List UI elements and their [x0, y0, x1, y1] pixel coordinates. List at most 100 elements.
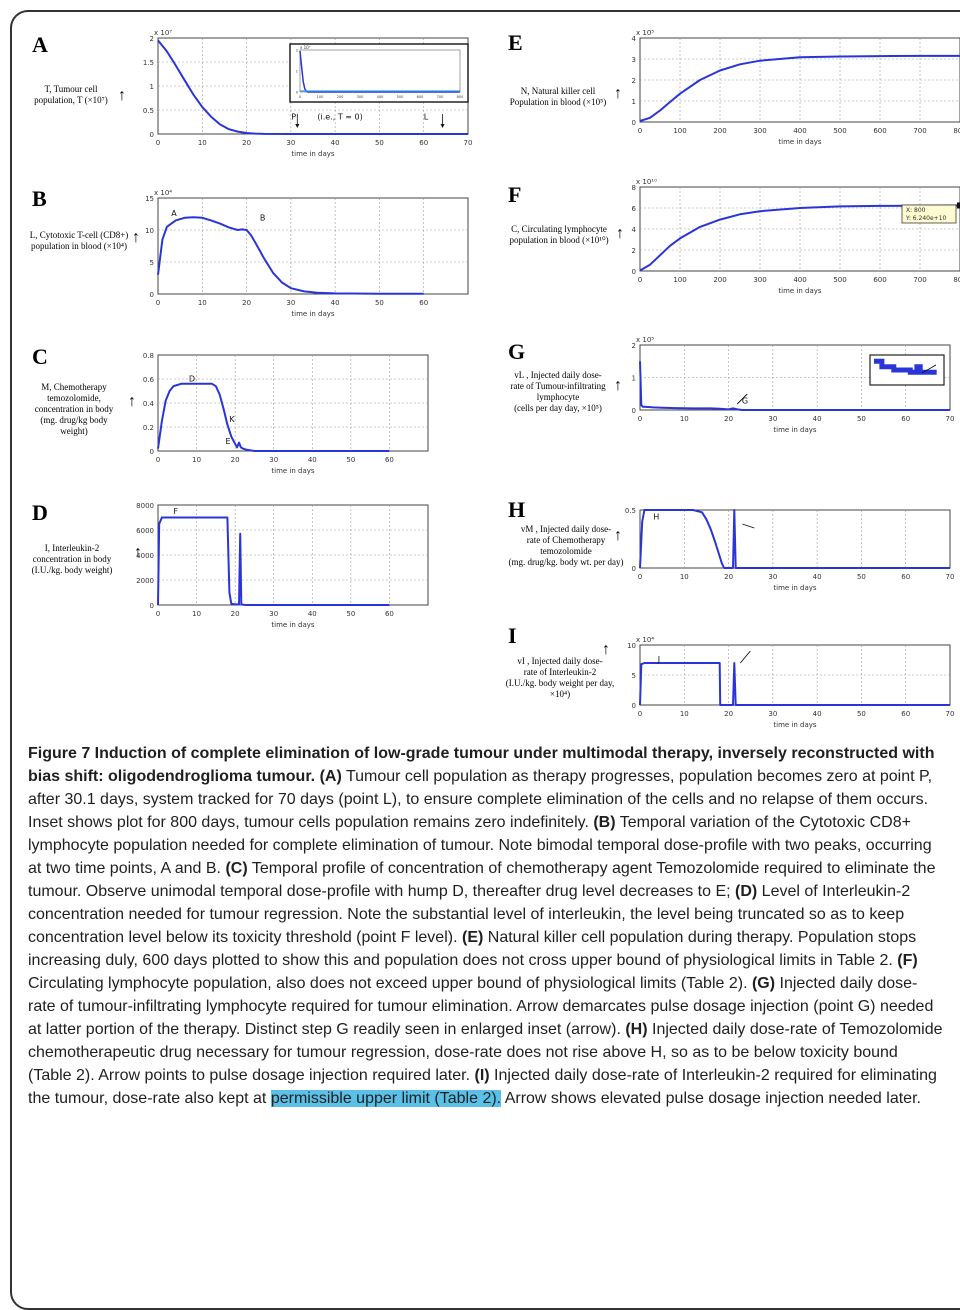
caption-panel-ref: (I) — [474, 1067, 490, 1084]
plot-frame — [639, 509, 951, 569]
annotation-label: A — [171, 209, 177, 218]
series-line — [639, 204, 960, 272]
inset-x-tick: 400 — [377, 95, 384, 99]
caption-body: (A) Tumour cell population as therapy pr… — [28, 768, 943, 1107]
pulse-arrow — [742, 523, 755, 529]
y-tick-label: 2 — [632, 247, 636, 255]
x-tick-label: 60 — [901, 415, 910, 423]
x-tick-label: 40 — [308, 456, 317, 464]
y-tick-label: 0 — [150, 602, 154, 610]
x-tick-label: 0 — [638, 573, 642, 581]
y-tick-label: 2000 — [136, 577, 154, 585]
caption-highlight: permissible upper limit (Table 2). — [270, 1090, 502, 1107]
datatip-text: Y: 6.240e+10 — [905, 215, 947, 222]
x-tick-label: 40 — [331, 299, 340, 307]
caption-text: Level of Interleukin-2 concentration nee… — [28, 883, 911, 946]
inset-arrow — [921, 364, 937, 374]
x-tick-label: 300 — [753, 276, 766, 284]
x-tick-label: 20 — [231, 610, 240, 618]
x-tick-label: 40 — [813, 573, 822, 581]
y-tick-label: 1 — [632, 98, 636, 106]
inset-x-tick: 700 — [437, 95, 444, 99]
inset-exponent: x 10⁷ — [300, 45, 311, 50]
x-tick-label: 200 — [713, 276, 726, 284]
x-tick-label: 30 — [269, 456, 278, 464]
x-tick-label: 70 — [464, 139, 473, 147]
down-arrow-head — [295, 124, 300, 128]
series-line — [639, 662, 950, 706]
annotation-label: J — [657, 655, 660, 664]
y-tick-label: 0.4 — [143, 400, 155, 408]
panel-letter-d: D — [32, 500, 48, 525]
y-exponent: x 10⁷ — [154, 29, 172, 37]
datatip-marker — [957, 202, 960, 209]
caption-panel-ref: (F) — [897, 952, 918, 969]
annotation-label: (i.e., T = 0) — [317, 113, 362, 122]
x-tick-label: 10 — [198, 299, 207, 307]
ylabel-f: C, Circulating lymphocyte population in b… — [509, 224, 624, 245]
y-tick-label: 0.8 — [143, 352, 154, 360]
caption-text: Injected daily dose-rate of Temozolomide… — [28, 1021, 943, 1084]
x-tick-label: 500 — [833, 127, 846, 135]
pulse-arrow — [739, 650, 751, 664]
caption-panel-ref: (A) — [319, 768, 342, 785]
y-tick-label: 10 — [627, 642, 636, 650]
chart-d-group: 0 10 20 30 40 50 60 0 2000 4000 6000 8000 time in da… — [136, 502, 429, 629]
panel-letter-i: I — [508, 623, 517, 648]
datatip-text: X: 800 — [906, 207, 926, 214]
y-tick-label: 10 — [145, 227, 154, 235]
inset-y-tick: 2 — [296, 49, 298, 53]
datatip-box — [901, 204, 957, 224]
annotation-label: H — [653, 512, 659, 521]
y-tick-label: 0.5 — [143, 107, 154, 115]
chart-i-group: 0 10 20 30 40 50 60 70 0 5 10 time in days x 10⁴ J — [627, 636, 954, 729]
y-tick-label: 2 — [150, 35, 154, 43]
series-line — [157, 216, 424, 295]
y-tick-label: 1.5 — [143, 59, 154, 67]
y-tick-label: 6 — [632, 205, 637, 213]
x-tick-label: 20 — [724, 710, 733, 718]
annotation-label: F — [173, 507, 178, 516]
panel-letter-f: F — [508, 182, 522, 207]
x-tick-label: 40 — [331, 139, 340, 147]
y-tick-label: 0 — [632, 565, 636, 573]
x-tick-label: 10 — [192, 610, 201, 618]
x-tick-label: 20 — [724, 415, 733, 423]
y-tick-label: 4000 — [136, 552, 154, 560]
x-tick-label: 60 — [901, 573, 910, 581]
ylabel-c: M, Chemotherapy temozolomide, concentrati… — [34, 382, 136, 436]
x-tick-label: 30 — [269, 610, 278, 618]
caption-text: Temporal variation of the Cytotoxic CD8+… — [28, 814, 932, 877]
x-tick-label: 0 — [638, 127, 642, 135]
caption-text: Tumour cell population as therapy progre… — [28, 768, 933, 831]
x-axis-label: time in days — [773, 721, 817, 729]
caption-text: Injected daily dose-rate of tumour-infil… — [28, 975, 934, 1038]
annotation-label: G — [742, 397, 748, 406]
x-axis-label: time in days — [773, 584, 817, 592]
x-tick-label: 70 — [946, 710, 955, 718]
x-axis-label: time in days — [291, 310, 335, 318]
x-tick-label: 20 — [231, 456, 240, 464]
x-tick-label: 20 — [242, 139, 251, 147]
x-tick-label: 30 — [768, 415, 777, 423]
annotation-label: K — [229, 415, 235, 424]
pulse-arrow — [736, 393, 748, 405]
x-tick-label: 10 — [198, 139, 207, 147]
x-tick-label: 0 — [156, 456, 160, 464]
y-tick-label: 6000 — [136, 527, 154, 535]
x-axis-label: time in days — [773, 426, 817, 434]
x-tick-label: 200 — [713, 127, 726, 135]
caption-text: Circulating lymphocyte population, also … — [28, 975, 752, 992]
y-tick-label: 4 — [632, 226, 637, 234]
x-tick-label: 0 — [156, 610, 160, 618]
caption-text: Natural killer cell population during th… — [28, 929, 917, 969]
y-tick-label: 0.2 — [143, 424, 154, 432]
chart-e-group: 0 100 200 300 400 500 600 700 800 0 1 2 3 4 time in da… — [632, 29, 960, 146]
caption-panel-ref: (D) — [735, 883, 758, 900]
caption-panel-ref: (E) — [461, 929, 484, 946]
x-axis-label: time in days — [778, 138, 822, 146]
series-line — [639, 361, 950, 411]
x-tick-label: 0 — [638, 276, 642, 284]
ylabel-b: L, Cytotoxic T-cell (CD8+) population in … — [29, 229, 140, 252]
series-line — [157, 516, 390, 606]
